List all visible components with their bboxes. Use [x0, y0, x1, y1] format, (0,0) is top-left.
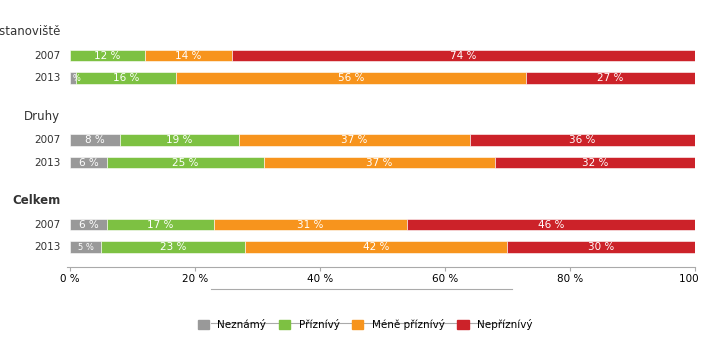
Text: 31 %: 31 %	[298, 220, 324, 229]
Text: 5 %: 5 %	[77, 242, 93, 252]
Text: Celkem: Celkem	[12, 194, 60, 207]
Bar	[264, 157, 495, 168]
Text: 8 %: 8 %	[85, 135, 105, 145]
Bar	[107, 219, 213, 230]
Bar	[120, 134, 239, 146]
Text: Druhy: Druhy	[25, 109, 60, 122]
Text: 2007: 2007	[34, 135, 60, 145]
Text: 19 %: 19 %	[166, 135, 192, 145]
Text: Přírodní stanoviště: Přírodní stanoviště	[0, 25, 60, 38]
Text: 17 %: 17 %	[147, 220, 173, 229]
Text: 37 %: 37 %	[366, 158, 392, 168]
Bar	[508, 241, 695, 253]
Text: 25 %: 25 %	[172, 158, 199, 168]
Bar	[407, 219, 695, 230]
Text: 16 %: 16 %	[113, 73, 139, 83]
Text: 14 %: 14 %	[176, 51, 201, 61]
Text: 56 %: 56 %	[338, 73, 364, 83]
Text: 30 %: 30 %	[588, 242, 614, 252]
Bar	[107, 157, 264, 168]
Text: 42 %: 42 %	[363, 242, 390, 252]
Text: 46 %: 46 %	[538, 220, 564, 229]
Text: 6 %: 6 %	[79, 158, 98, 168]
Bar	[495, 157, 695, 168]
Text: 23 %: 23 %	[160, 242, 186, 252]
Text: 2007: 2007	[34, 51, 60, 61]
Text: 32 %: 32 %	[582, 158, 608, 168]
Text: 37 %: 37 %	[341, 135, 367, 145]
Bar	[176, 73, 526, 84]
Text: 74 %: 74 %	[451, 51, 477, 61]
Bar	[232, 50, 695, 61]
Bar	[69, 73, 76, 84]
Bar	[239, 134, 470, 146]
Bar	[76, 73, 176, 84]
Text: 2007: 2007	[34, 220, 60, 229]
Bar	[69, 241, 101, 253]
Text: 1 %: 1 %	[65, 74, 81, 83]
Text: 2013: 2013	[34, 242, 60, 252]
Text: 2013: 2013	[34, 158, 60, 168]
Text: 36 %: 36 %	[569, 135, 595, 145]
Text: 27 %: 27 %	[597, 73, 624, 83]
Bar	[526, 73, 695, 84]
Bar	[69, 219, 107, 230]
Bar	[213, 219, 407, 230]
Legend: Neznámý, Příznívý, Méně příznívý, Nepříznívý: Neznámý, Příznívý, Méně příznívý, Nepříz…	[194, 316, 536, 333]
Bar	[69, 50, 145, 61]
Bar	[69, 134, 120, 146]
Text: 2013: 2013	[34, 73, 60, 83]
Bar	[145, 50, 232, 61]
Text: 6 %: 6 %	[79, 220, 98, 229]
Bar	[470, 134, 695, 146]
Bar	[245, 241, 508, 253]
Bar	[69, 157, 107, 168]
Text: 12 %: 12 %	[94, 51, 121, 61]
Bar	[101, 241, 245, 253]
